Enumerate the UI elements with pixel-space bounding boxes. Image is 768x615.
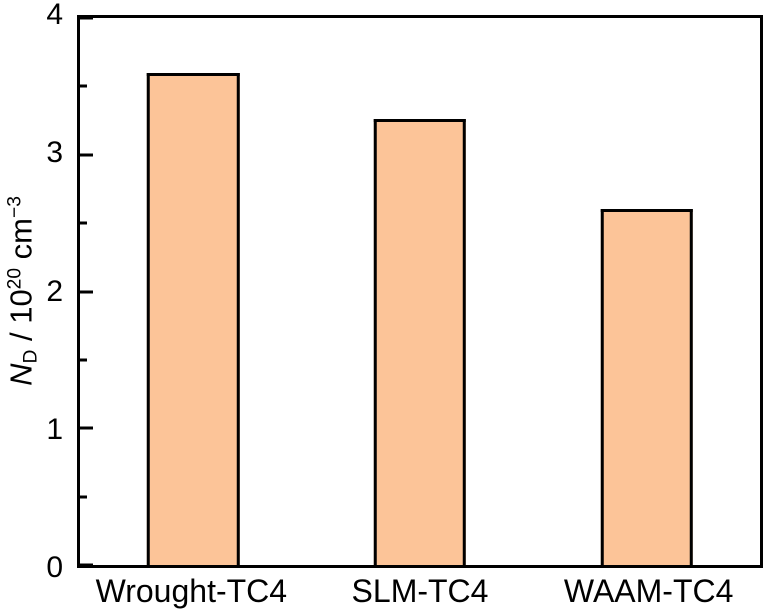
y-axis-minor-tick [80, 495, 87, 499]
y-axis-major-tick [80, 563, 93, 567]
y-tick-labels: 0 1 2 3 4 [0, 0, 63, 583]
y-axis-major-tick [80, 290, 93, 293]
y-axis-major-tick [80, 153, 93, 157]
y-tick-label: 3 [46, 136, 63, 170]
x-tick-labels: Wrought-TC4 SLM-TC4 WAAM-TC4 [77, 573, 763, 614]
y-axis-minor-tick [80, 358, 87, 362]
bar-waam-tc4 [600, 209, 693, 565]
bar-slm-tc4 [373, 119, 467, 565]
y-tick-label: 0 [46, 551, 63, 584]
y-axis-major-tick [80, 426, 93, 430]
x-tick-label: Wrought-TC4 [95, 573, 288, 609]
y-tick-label: 1 [46, 412, 63, 446]
y-tick-label: 4 [46, 0, 63, 31]
y-tick-label: 2 [46, 274, 63, 308]
y-axis-minor-tick [80, 221, 87, 225]
x-tick-label: SLM-TC4 [351, 573, 489, 609]
y-axis-minor-tick [80, 84, 87, 88]
x-tick-label: WAAM-TC4 [563, 573, 734, 609]
y-axis-major-tick [80, 16, 93, 20]
bar-wrought-tc4 [147, 72, 240, 565]
plot-area [77, 15, 763, 568]
